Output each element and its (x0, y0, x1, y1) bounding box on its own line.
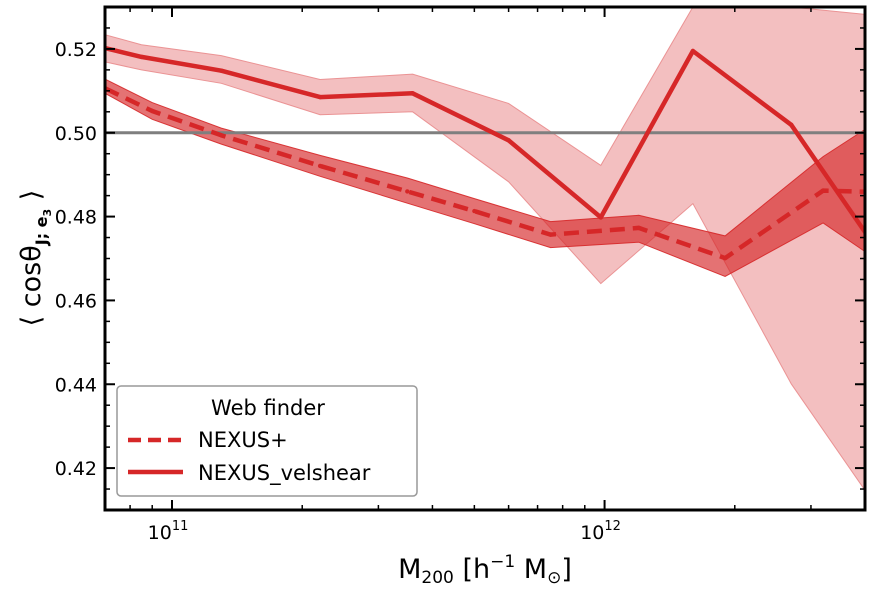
point-nexus-velshear (410, 91, 415, 96)
x-tick-label: 1012 (580, 519, 621, 544)
point-nexus-velshear (789, 122, 794, 128)
legend-label-nexus-plus: NEXUS+ (198, 428, 288, 452)
band-nexus (105, 78, 865, 278)
point-nexus-velshear (690, 48, 696, 54)
x-tick-label: 1011 (148, 519, 189, 544)
point-nexus-velshear (598, 215, 603, 220)
y-tick-label: 0.50 (55, 123, 97, 145)
point-nexus (317, 163, 323, 169)
legend-title: Web finder (211, 396, 325, 420)
point-nexus (636, 225, 641, 231)
point-nexus (150, 108, 155, 114)
point-nexus (548, 232, 553, 237)
point-nexus (722, 255, 728, 261)
point-nexus (405, 189, 410, 194)
y-axis-label: ⟨ cosθJ; e3 ⟩ (16, 190, 54, 327)
point-nexus-velshear (219, 68, 224, 73)
legend-box (116, 385, 418, 497)
legend-label-nexus-velshear: NEXUS_velshear (198, 461, 371, 486)
point-nexus-velshear (317, 94, 323, 100)
band-nexus-velshear (105, 7, 865, 492)
line-nexus-velshear (105, 45, 865, 237)
point-nexus-velshear (506, 138, 511, 143)
y-tick-label: 0.42 (55, 458, 97, 480)
y-tick-label: 0.48 (55, 207, 97, 229)
y-tick-label: 0.52 (55, 39, 97, 61)
point-nexus (472, 208, 477, 214)
y-tick-label: 0.46 (55, 290, 97, 312)
x-axis-label: M200 [h−1 M⊙] (398, 552, 572, 588)
point-nexus-velshear (139, 54, 144, 60)
y-tick-label: 0.44 (55, 374, 97, 396)
point-nexus (820, 188, 826, 193)
point-nexus (219, 133, 224, 138)
legend: Web finder NEXUS+ NEXUS_velshear (116, 385, 418, 497)
